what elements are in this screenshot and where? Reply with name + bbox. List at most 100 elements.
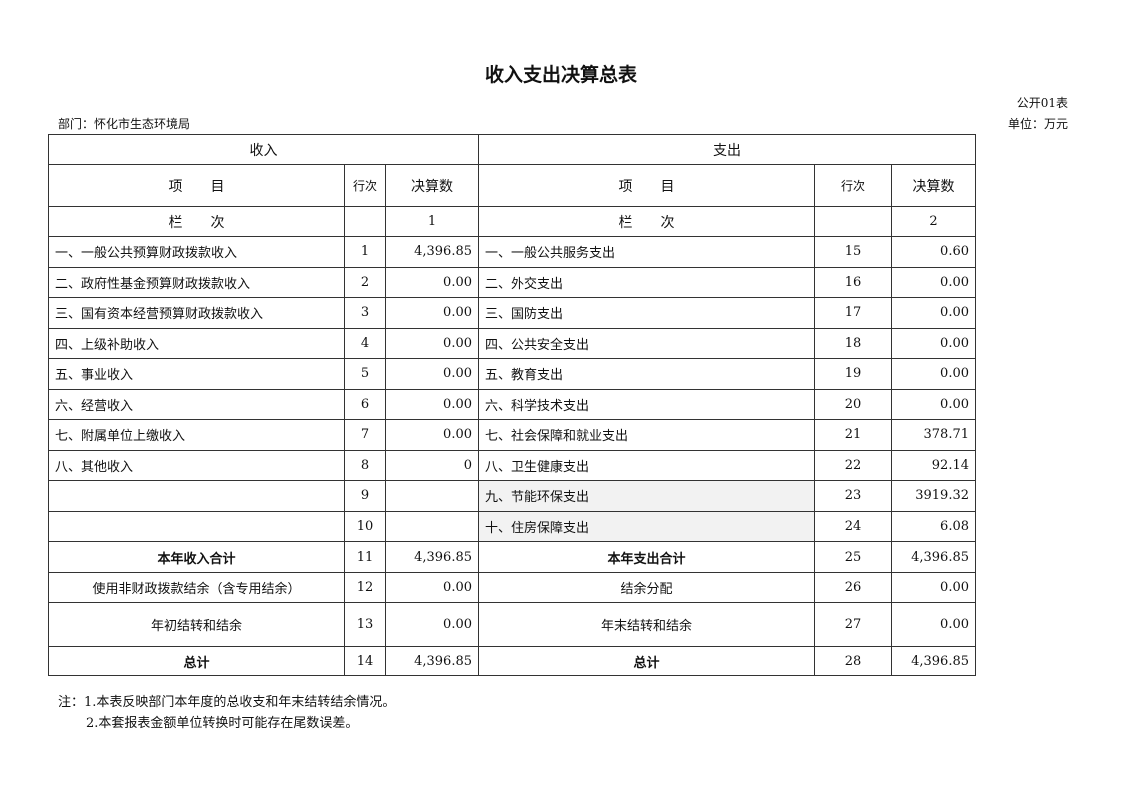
income-amount: 0 (385, 449, 479, 481)
note-2: 2.本套报表金额单位转换时可能存在尾数误差。 (86, 716, 359, 731)
expense-amount: 0.60 (891, 236, 976, 268)
income-amount: 4,396.85 (385, 541, 479, 573)
expense-item-header: 项 目 (478, 164, 815, 207)
income-row-number: 4 (344, 327, 386, 359)
unit-label: 单位：万元 (1007, 117, 1068, 131)
expense-amount: 0.00 (891, 388, 976, 420)
income-row-number: 12 (344, 572, 386, 603)
income-row-number: 6 (344, 388, 386, 420)
income-item: 总计 (48, 646, 345, 676)
income-row-number: 10 (344, 510, 386, 542)
expense-item: 总计 (478, 646, 815, 676)
table-row: 10 十、住房保障支出 24 6.08 (48, 510, 976, 542)
expense-row-number: 21 (814, 419, 892, 451)
expense-rowno-header: 行次 (814, 164, 892, 207)
expense-row-number: 15 (814, 236, 892, 268)
expense-amount: 0.00 (891, 572, 976, 603)
expense-row-number: 16 (814, 266, 892, 298)
expense-row-number: 26 (814, 572, 892, 603)
income-item (48, 480, 345, 512)
page-title: 收入支出决算总表 (484, 64, 637, 86)
expense-item: 年末结转和结余 (478, 602, 815, 647)
expense-item: 七、社会保障和就业支出 (478, 419, 815, 451)
income-row-number: 2 (344, 266, 386, 298)
income-row-number: 14 (344, 646, 386, 676)
expense-row-number: 22 (814, 449, 892, 481)
expense-amount-header: 决算数 (891, 164, 976, 207)
department-label: 部门：怀化市生态环境局 (58, 117, 191, 131)
income-item: 年初结转和结余 (48, 602, 345, 647)
expense-row-number: 19 (814, 358, 892, 390)
income-item: 使用非财政拨款结余（含专用结余） (48, 572, 345, 603)
expense-amount: 3919.32 (891, 480, 976, 512)
table-row: 本年收入合计 11 4,396.85 本年支出合计 25 4,396.85 (48, 541, 976, 573)
income-column-label: 栏 次 (48, 206, 345, 237)
expense-item: 十、住房保障支出 (478, 510, 815, 542)
income-item (48, 510, 345, 542)
income-amount: 4,396.85 (385, 646, 479, 676)
expense-amount: 0.00 (891, 327, 976, 359)
expense-amount: 4,396.85 (891, 646, 976, 676)
expense-amount: 0.00 (891, 358, 976, 390)
expense-row-number: 25 (814, 541, 892, 573)
expense-amount: 378.71 (891, 419, 976, 451)
expense-item: 五、教育支出 (478, 358, 815, 390)
income-item: 六、经营收入 (48, 388, 345, 420)
expense-row-number: 27 (814, 602, 892, 647)
income-amount: 0.00 (385, 297, 479, 329)
table-row: 9 九、节能环保支出 23 3919.32 (48, 480, 976, 512)
income-amount: 0.00 (385, 419, 479, 451)
table-row: 六、经营收入 6 0.00 六、科学技术支出 20 0.00 (48, 388, 976, 420)
income-item-header: 项 目 (48, 164, 345, 207)
empty-cell (344, 206, 386, 237)
income-item: 五、事业收入 (48, 358, 345, 390)
income-item: 三、国有资本经营预算财政拨款收入 (48, 297, 345, 329)
income-amount: 0.00 (385, 327, 479, 359)
income-amount: 0.00 (385, 388, 479, 420)
expense-row-number: 17 (814, 297, 892, 329)
table-row: 一、一般公共预算财政拨款收入 1 4,396.85 一、一般公共服务支出 15 0.60 (48, 236, 976, 268)
income-amount: 4,396.85 (385, 236, 479, 268)
table-row: 七、附属单位上缴收入 7 0.00 七、社会保障和就业支出 21 378.71 (48, 419, 976, 451)
income-item: 七、附属单位上缴收入 (48, 419, 345, 451)
expense-amount: 0.00 (891, 297, 976, 329)
income-amount (385, 480, 479, 512)
income-rowno-header: 行次 (344, 164, 386, 207)
income-row-number: 9 (344, 480, 386, 512)
income-amount: 0.00 (385, 266, 479, 298)
expense-row-number: 18 (814, 327, 892, 359)
empty-cell (814, 206, 892, 237)
table-row: 年初结转和结余 13 0.00 年末结转和结余 27 0.00 (48, 602, 976, 647)
expense-amount: 4,396.85 (891, 541, 976, 573)
expense-row-number: 20 (814, 388, 892, 420)
expense-item: 九、节能环保支出 (478, 480, 815, 512)
expense-row-number: 24 (814, 510, 892, 542)
income-item: 二、政府性基金预算财政拨款收入 (48, 266, 345, 298)
income-row-number: 13 (344, 602, 386, 647)
income-amount: 0.00 (385, 602, 479, 647)
income-expense-table: 收入 支出 项 目 行次 决算数 项 目 行次 决算数 栏 次 1 栏 次 2 … (48, 134, 976, 676)
income-item: 本年收入合计 (48, 541, 345, 573)
expense-amount: 0.00 (891, 602, 976, 647)
expense-item: 二、外交支出 (478, 266, 815, 298)
note-1: 注：1.本表反映部门本年度的总收支和年末结转结余情况。 (58, 695, 396, 710)
expense-column-label: 栏 次 (478, 206, 815, 237)
income-row-number: 5 (344, 358, 386, 390)
table-row: 五、事业收入 5 0.00 五、教育支出 19 0.00 (48, 358, 976, 390)
expense-item: 八、卫生健康支出 (478, 449, 815, 481)
income-row-number: 3 (344, 297, 386, 329)
income-item: 四、上级补助收入 (48, 327, 345, 359)
table-row: 八、其他收入 8 0 八、卫生健康支出 22 92.14 (48, 449, 976, 481)
table-row: 三、国有资本经营预算财政拨款收入 3 0.00 三、国防支出 17 0.00 (48, 297, 976, 329)
income-amount-header: 决算数 (385, 164, 479, 207)
table-row: 四、上级补助收入 4 0.00 四、公共安全支出 18 0.00 (48, 327, 976, 359)
income-row-number: 11 (344, 541, 386, 573)
expense-header: 支出 (478, 134, 976, 165)
income-amount (385, 510, 479, 542)
form-code: 公开01表 (1016, 96, 1068, 110)
expense-row-number: 23 (814, 480, 892, 512)
table-row: 二、政府性基金预算财政拨款收入 2 0.00 二、外交支出 16 0.00 (48, 266, 976, 298)
income-row-number: 7 (344, 419, 386, 451)
expense-item: 结余分配 (478, 572, 815, 603)
expense-item: 三、国防支出 (478, 297, 815, 329)
